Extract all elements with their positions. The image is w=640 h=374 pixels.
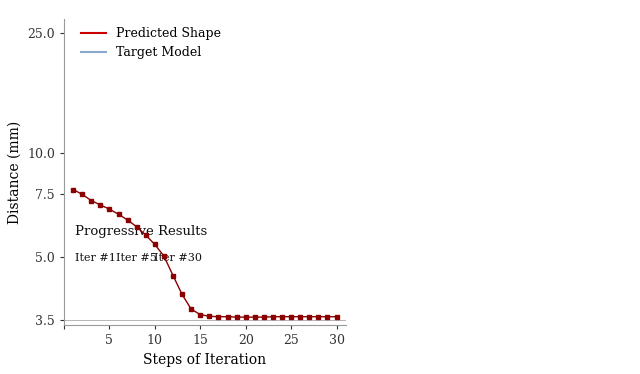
Text: Iter #5: Iter #5 [116, 253, 157, 263]
Text: Iter #1: Iter #1 [76, 253, 116, 263]
Legend: Predicted Shape, Target Model: Predicted Shape, Target Model [76, 22, 226, 64]
Text: Iter #30: Iter #30 [154, 253, 202, 263]
Text: Progressive Results: Progressive Results [75, 226, 207, 239]
X-axis label: Steps of Iteration: Steps of Iteration [143, 353, 266, 367]
Y-axis label: Distance (mm): Distance (mm) [8, 120, 22, 224]
